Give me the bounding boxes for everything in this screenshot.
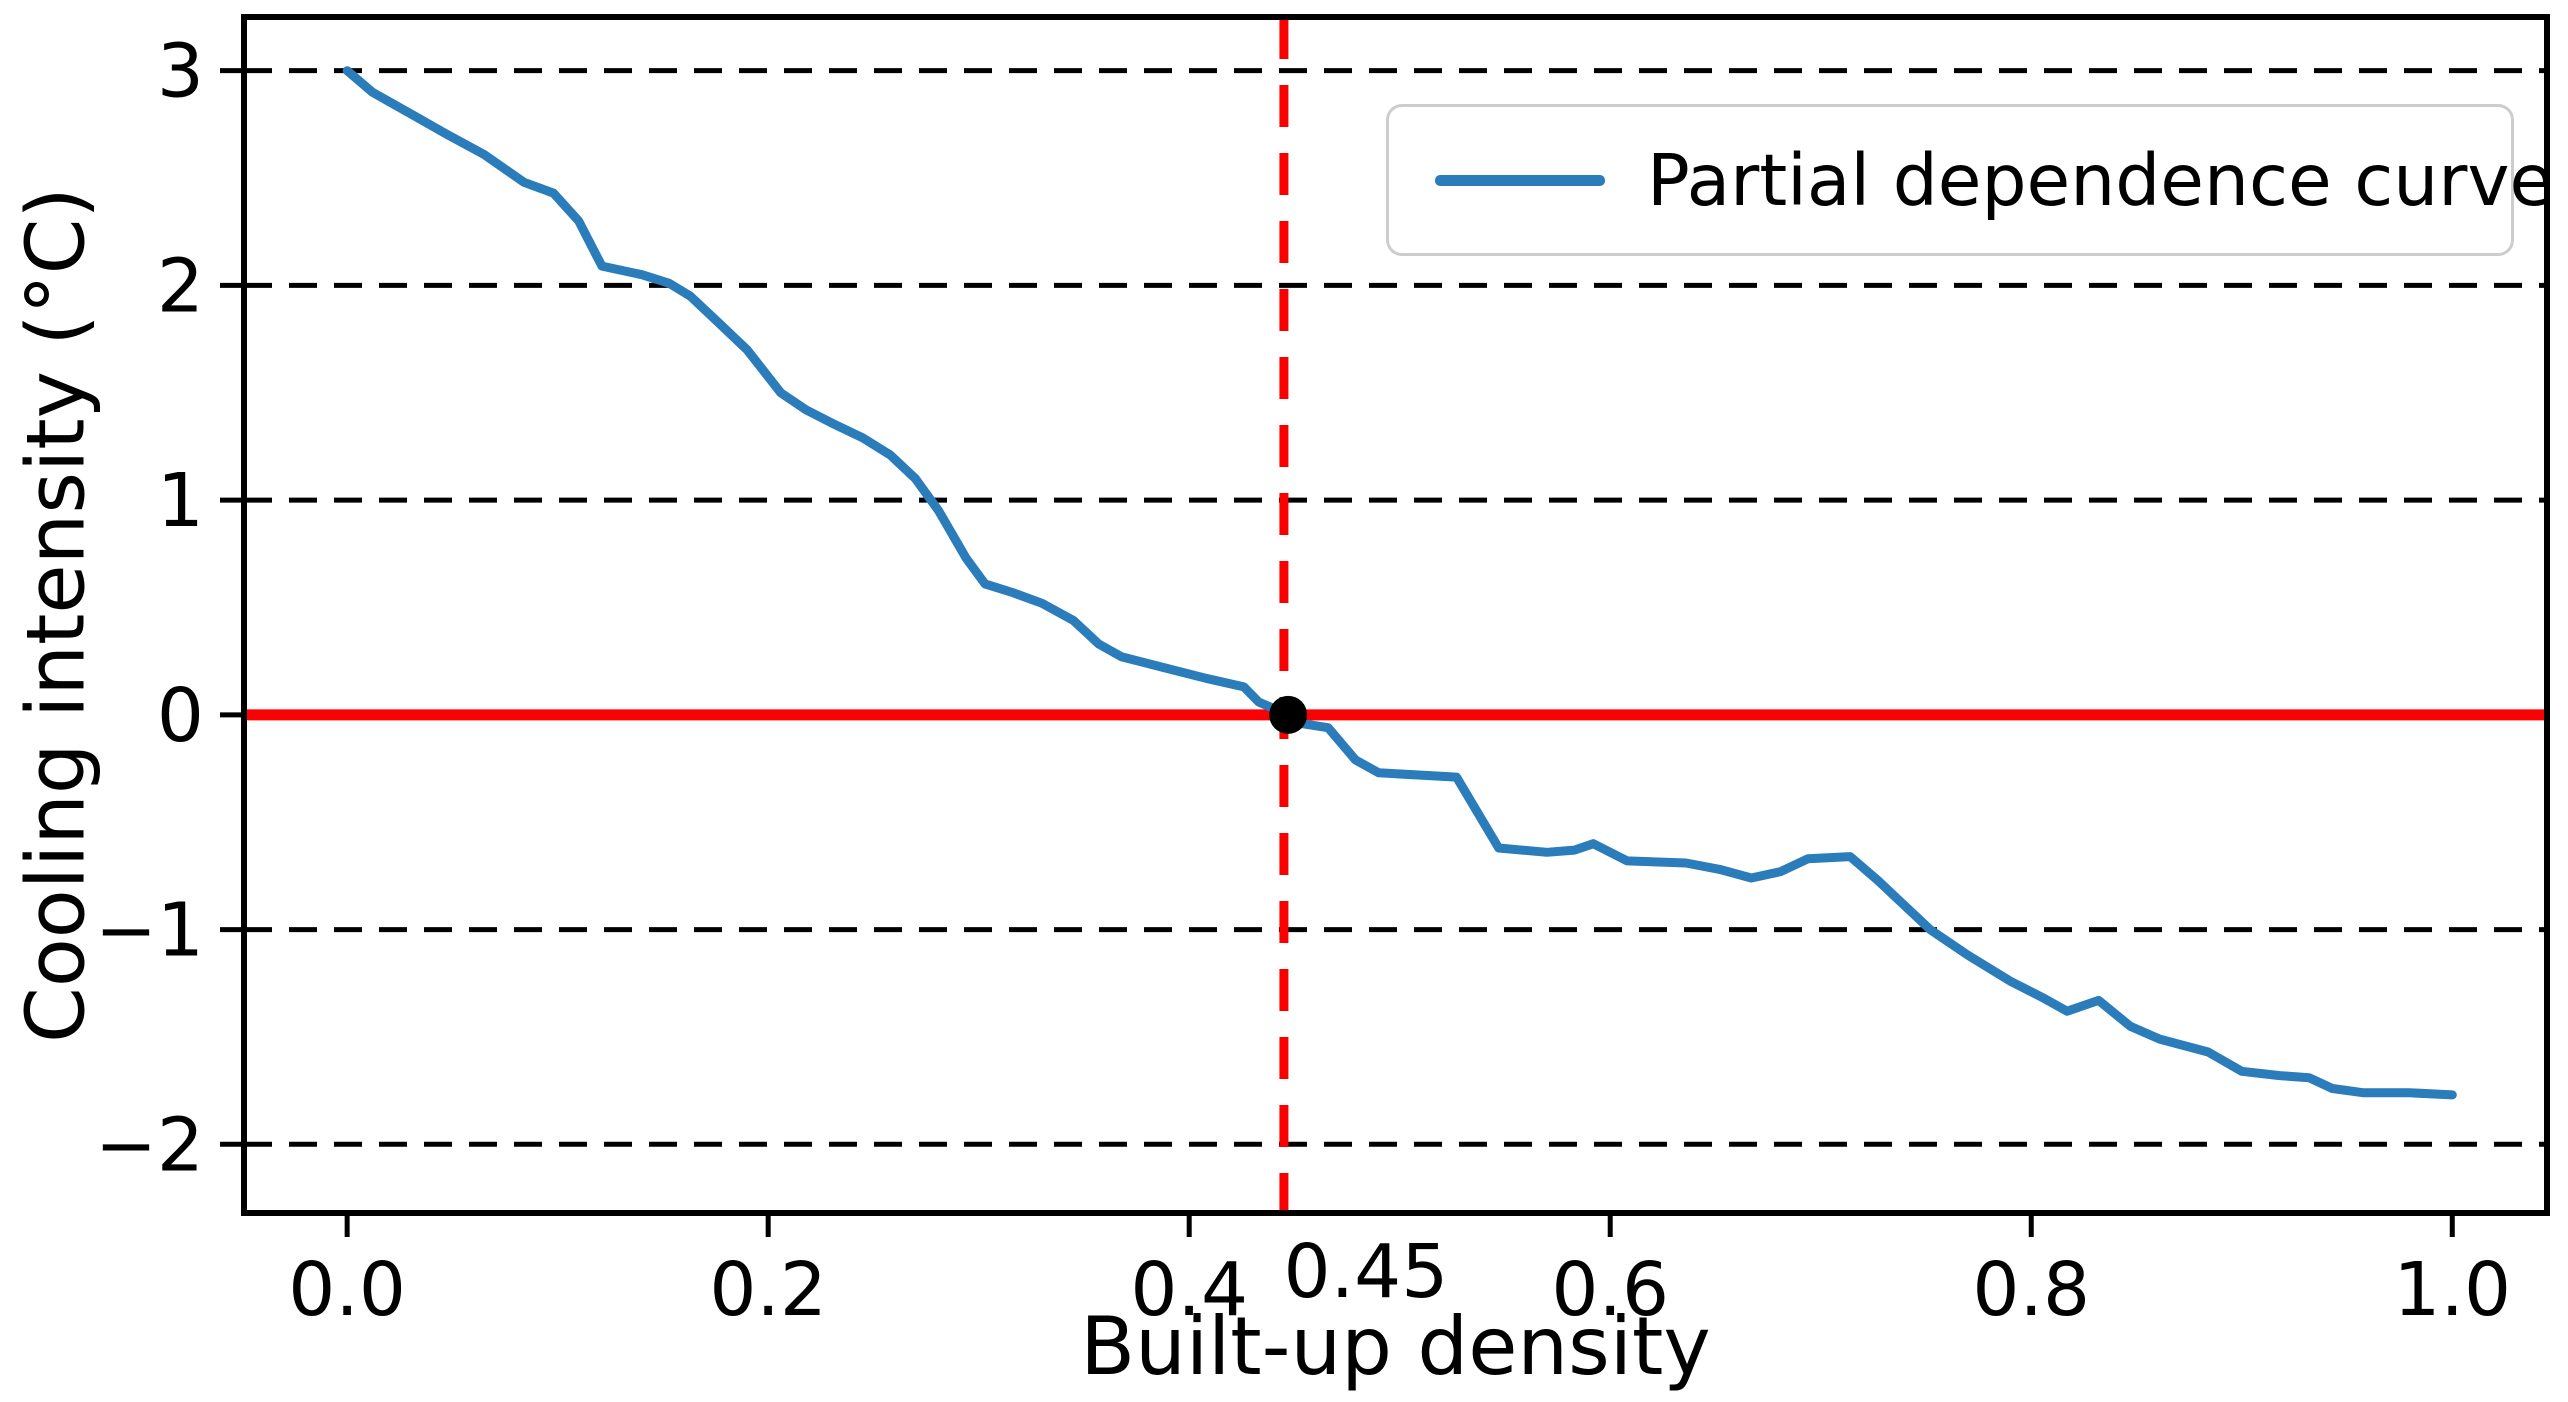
x-tick-label: 0.0 — [288, 1247, 406, 1333]
y-tick-label: 1 — [157, 458, 204, 544]
x-tick-label: 0.2 — [709, 1247, 827, 1333]
x-axis-label: Built-up density — [1080, 1300, 1711, 1393]
y-tick-label: 2 — [157, 243, 204, 329]
legend: Partial dependence curve — [1386, 104, 2553, 256]
axes-spines — [241, 14, 2550, 1216]
y-tick-label: 3 — [157, 29, 204, 115]
y-tick-label: 0 — [157, 673, 204, 759]
x-tick-label: 0.8 — [1972, 1247, 2090, 1333]
x-tick-label: 0.6 — [1551, 1247, 1669, 1333]
y-tick-label: −1 — [95, 888, 204, 974]
y-axis-label: Cooling intensity (°C) — [9, 187, 103, 1043]
legend-line-swatch — [1435, 174, 1605, 186]
legend-label: Partial dependence curve — [1647, 138, 2554, 222]
y-tick-label: −2 — [95, 1102, 204, 1188]
threshold-tick-label: 0.45 — [1284, 1229, 1449, 1315]
x-tick-label: 1.0 — [2393, 1247, 2511, 1333]
x-tick-label: 0.4 — [1130, 1247, 1248, 1333]
threshold-marker-dot — [1269, 695, 1308, 734]
